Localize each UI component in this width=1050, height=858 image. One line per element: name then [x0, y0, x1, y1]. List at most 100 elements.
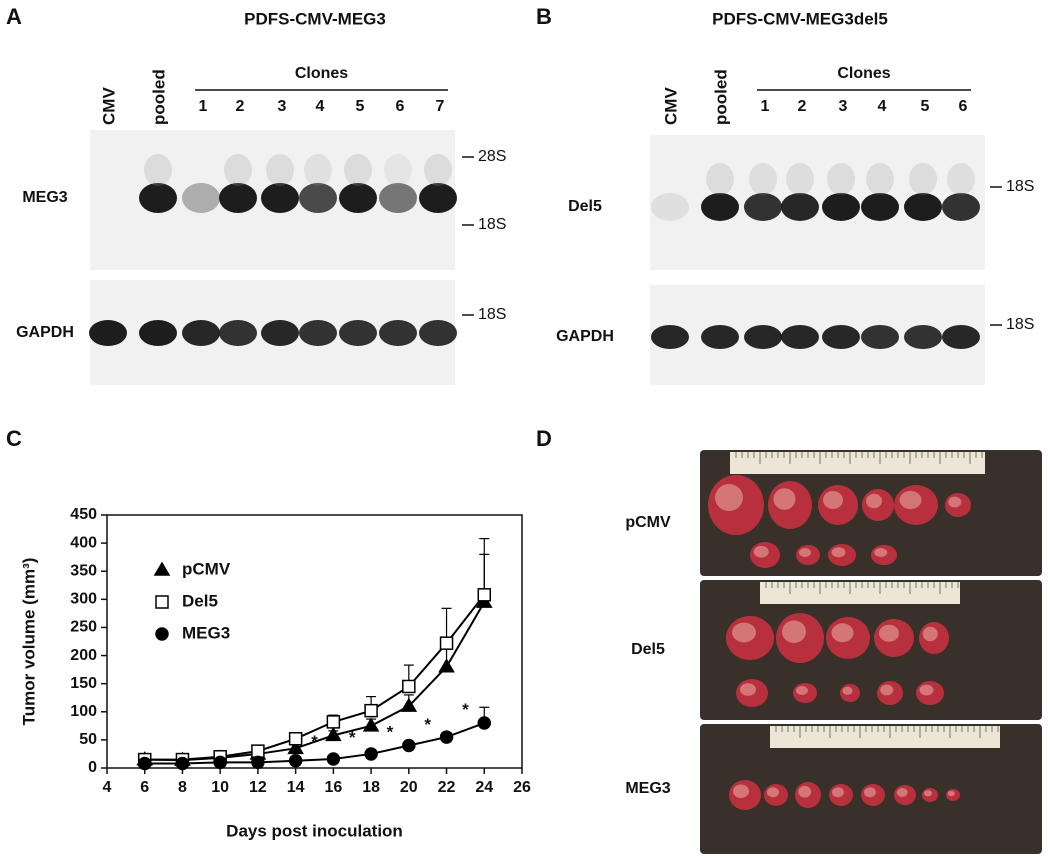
y-tick-label: 150 — [70, 675, 97, 692]
panel-letter: A — [6, 4, 22, 29]
tumor-highlight — [842, 686, 853, 695]
blot-band — [339, 183, 377, 213]
annotation: * — [462, 700, 469, 719]
x-tick-label: 12 — [249, 779, 267, 796]
lane-label: CMV — [99, 87, 118, 125]
clone-number: 6 — [959, 98, 968, 115]
tumor-highlight — [733, 784, 749, 798]
blot-smear — [384, 154, 412, 186]
tumor-highlight — [740, 683, 756, 696]
x-tick-label: 20 — [400, 779, 418, 796]
y-tick-label: 250 — [70, 619, 97, 636]
blot-smear — [749, 163, 777, 195]
size-marker: 28S — [478, 148, 506, 165]
legend-label: MEG3 — [182, 623, 230, 642]
panel-letter: D — [536, 426, 552, 451]
size-marker: 18S — [478, 216, 506, 233]
row-label: pCMV — [625, 514, 671, 531]
legend-label: Del5 — [182, 591, 218, 610]
plot-frame — [106, 514, 523, 769]
blot-band — [379, 183, 417, 213]
marker — [213, 755, 227, 770]
panel-title: PDFS-CMV-MEG3del5 — [712, 9, 888, 28]
tumor-highlight — [866, 493, 882, 509]
blot-smear — [947, 163, 975, 195]
blot-band — [651, 193, 689, 221]
clone-number: 6 — [396, 98, 405, 115]
blot-band — [419, 320, 457, 346]
marker — [287, 739, 304, 755]
x-tick-label: 6 — [140, 779, 149, 796]
y-axis-label: Tumor volume (mm³) — [19, 558, 38, 726]
row-label: Del5 — [631, 641, 665, 658]
marker — [402, 679, 416, 694]
marker — [288, 732, 303, 746]
x-tick-label: 14 — [287, 779, 305, 796]
tumor-highlight — [715, 484, 743, 511]
tumor-highlight — [896, 788, 908, 797]
legend-marker — [153, 561, 171, 576]
blot-band — [942, 193, 980, 221]
blot-band — [139, 320, 177, 346]
y-tick-label: 350 — [70, 562, 97, 579]
row-label: Del5 — [568, 198, 602, 215]
marker — [251, 755, 265, 770]
x-axis-label: Days post inoculation — [226, 821, 403, 840]
blot-band — [822, 325, 860, 349]
y-tick-label: 400 — [70, 534, 97, 551]
x-tick-label: 24 — [475, 779, 493, 796]
tumor-highlight — [732, 622, 756, 643]
blot-band — [299, 183, 337, 213]
panel-title: PDFS-CMV-MEG3 — [244, 9, 386, 28]
tumor-highlight — [879, 624, 899, 642]
tumor-highlight — [773, 488, 796, 510]
y-tick-label: 200 — [70, 647, 97, 664]
blot-band — [744, 325, 782, 349]
x-tick-label: 4 — [103, 779, 112, 796]
clone-number: 7 — [436, 98, 445, 115]
marker — [439, 636, 454, 650]
size-marker: 18S — [1006, 178, 1034, 195]
blot-smear — [304, 154, 332, 186]
x-tick-label: 22 — [438, 779, 456, 796]
blot-band — [182, 183, 220, 213]
tumor-highlight — [880, 684, 894, 696]
y-tick-label: 0 — [88, 759, 97, 776]
blot-smear — [144, 154, 172, 186]
row-label: MEG3 — [22, 189, 67, 206]
clone-number: 2 — [798, 98, 807, 115]
marker — [477, 716, 492, 730]
blot-band — [261, 183, 299, 213]
blot-smear — [786, 163, 814, 195]
tumor-highlight — [767, 787, 779, 798]
y-tick-label: 450 — [70, 506, 97, 523]
blot-band — [182, 320, 220, 346]
tumor-highlight — [753, 545, 769, 558]
blot-smear — [424, 154, 452, 186]
blot-band — [299, 320, 337, 346]
blot-smear — [866, 163, 894, 195]
legend-label: pCMV — [182, 559, 231, 578]
marker — [137, 756, 152, 771]
clone-number: 5 — [921, 98, 930, 115]
blot-band — [744, 193, 782, 221]
blot-band — [904, 193, 942, 221]
blot-smear — [266, 154, 294, 186]
blot-band — [219, 320, 257, 346]
lane-label: pooled — [711, 69, 730, 125]
x-tick-label: 10 — [211, 779, 229, 796]
y-tick-label: 300 — [70, 591, 97, 608]
marker — [438, 658, 455, 673]
marker — [477, 588, 492, 602]
tumor-highlight — [782, 620, 806, 643]
y-tick-label: 50 — [79, 731, 97, 748]
panel-letter: C — [6, 426, 22, 451]
blot-band — [219, 183, 257, 213]
panel-letter: B — [536, 4, 552, 29]
x-tick-label: 8 — [178, 779, 187, 796]
tumor-highlight — [799, 548, 811, 557]
blot-band — [942, 325, 980, 349]
blot-band — [781, 193, 819, 221]
photo-ruler — [770, 726, 1000, 748]
